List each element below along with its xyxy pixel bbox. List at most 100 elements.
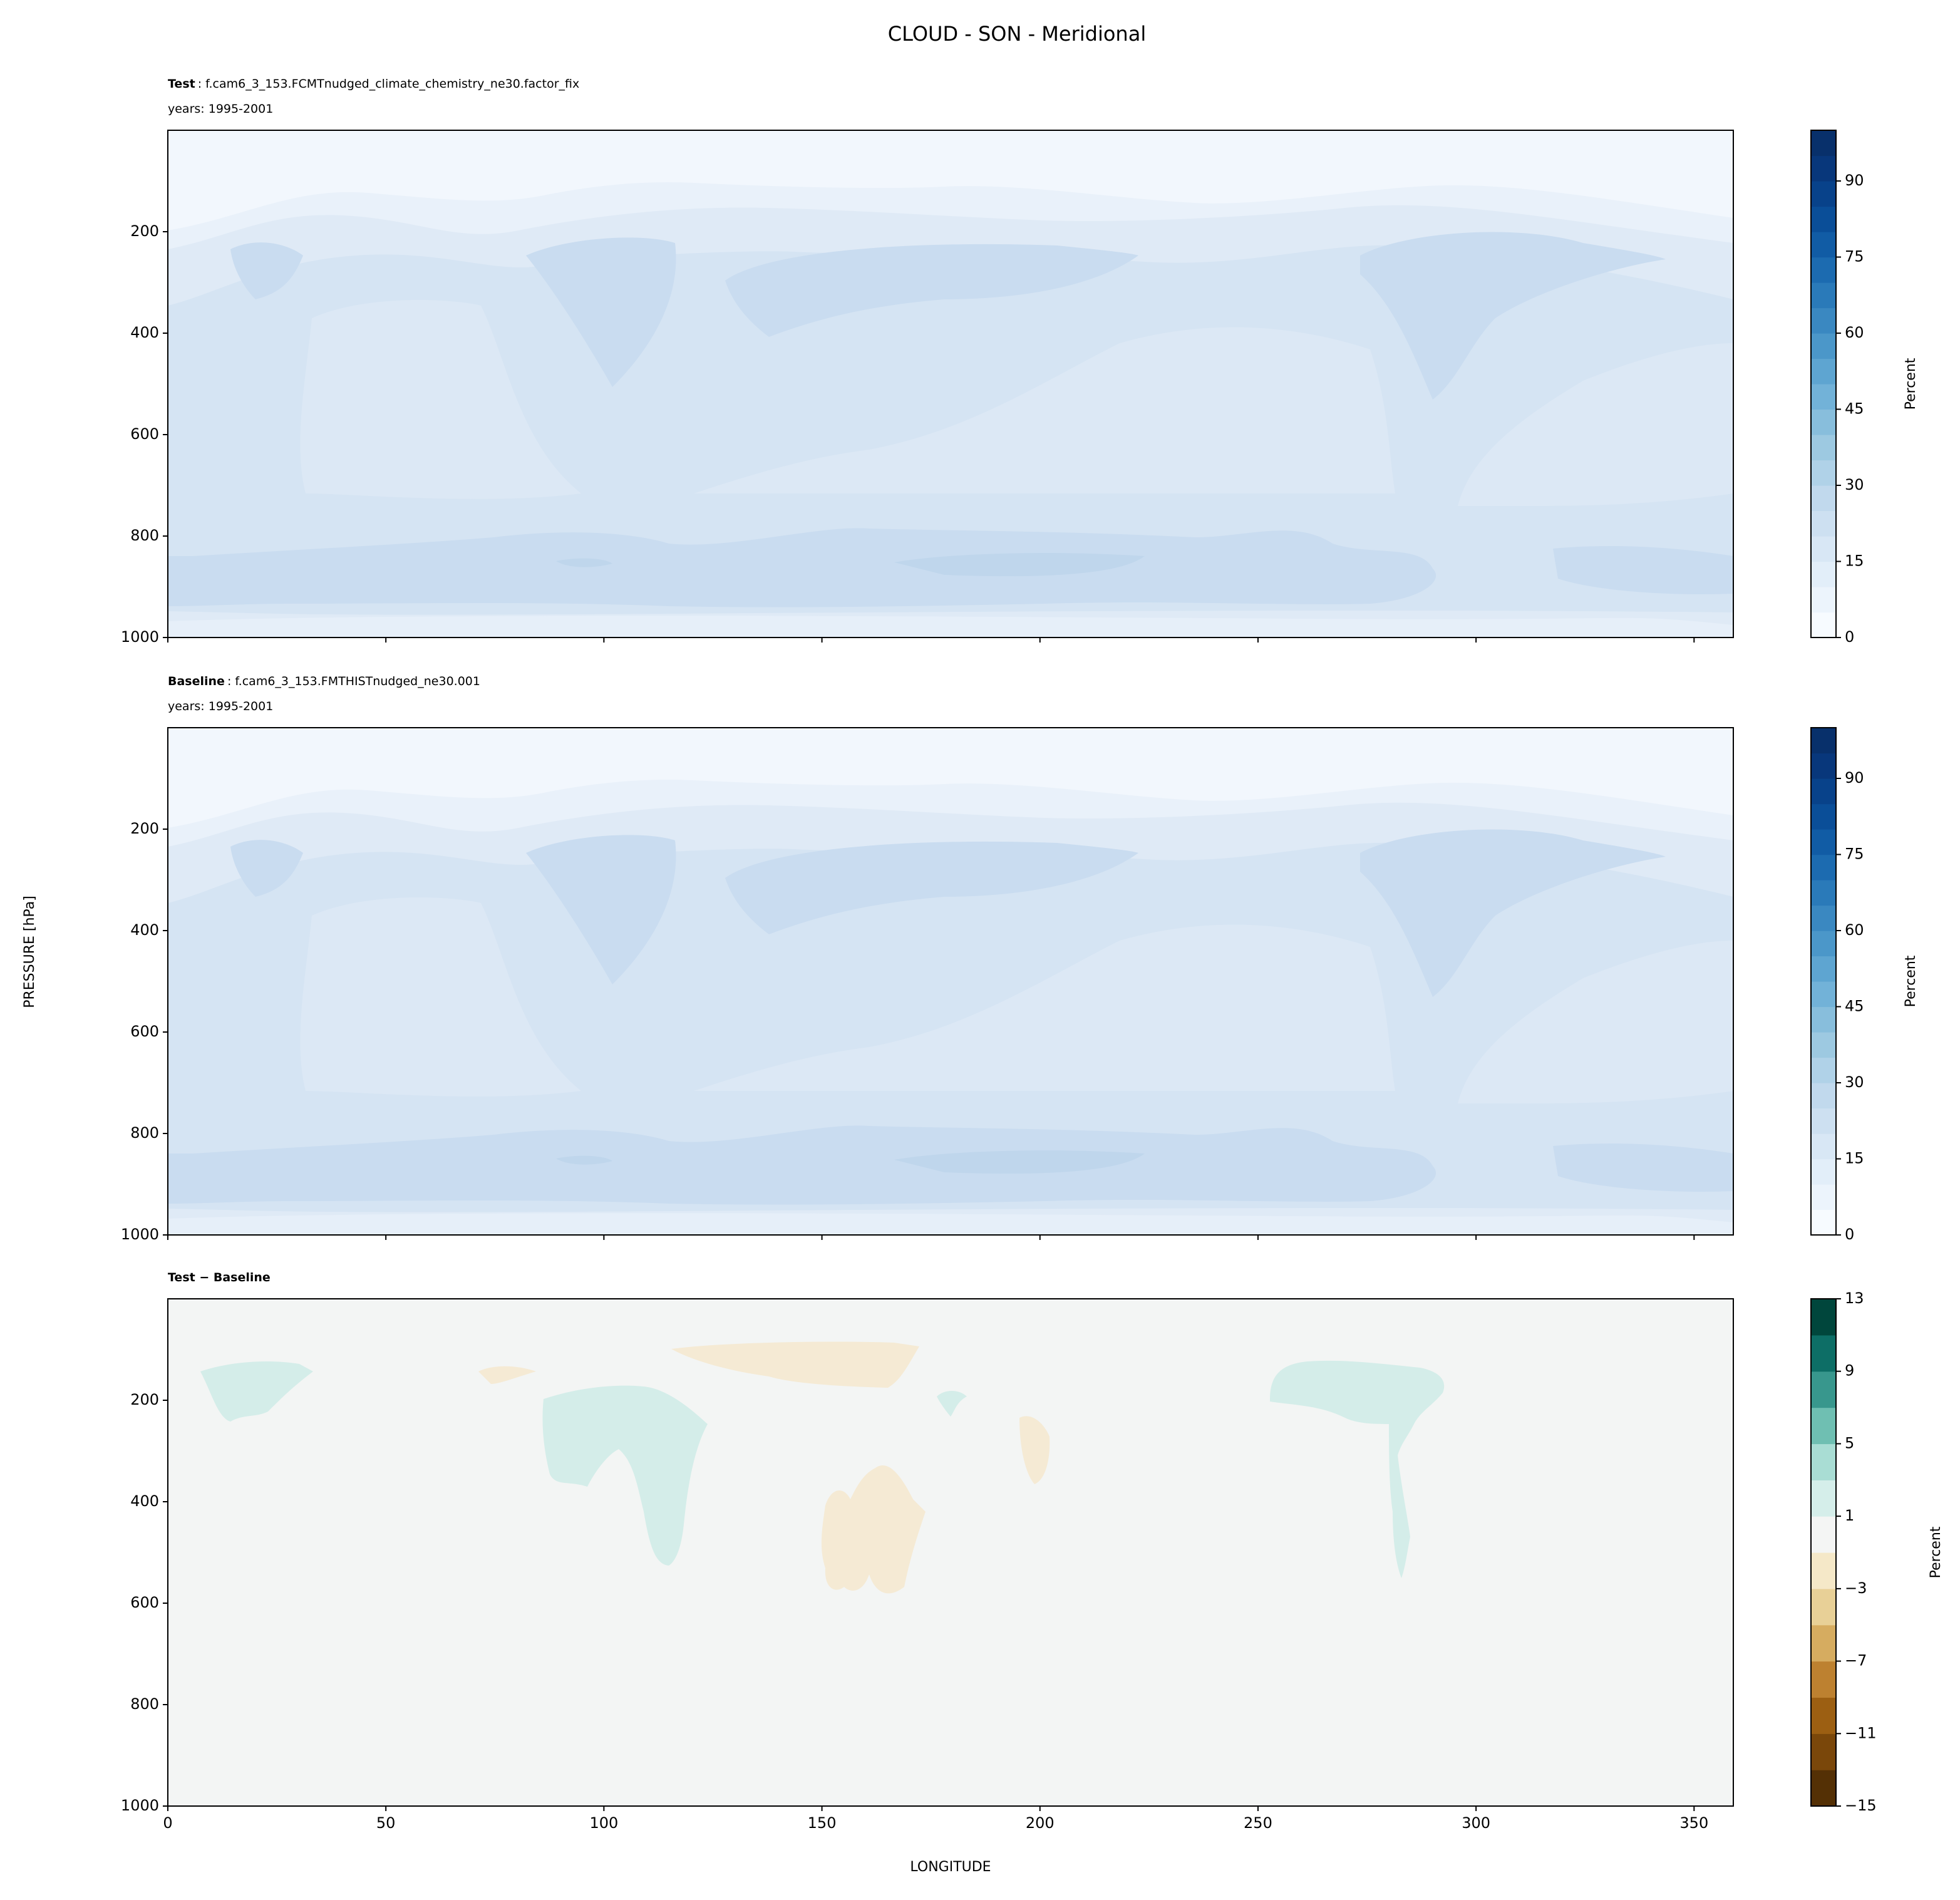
y-tick-label: 200: [130, 820, 159, 837]
colorbar-band: [1811, 1209, 1836, 1236]
colorbar-band: [1811, 1184, 1836, 1211]
colorbar-tick-label: 5: [1845, 1434, 1854, 1452]
colorbar-tick-label: −7: [1845, 1652, 1867, 1670]
colorbar-band: [1811, 981, 1836, 1008]
colorbar-band: [1811, 1407, 1836, 1445]
panel-title-bold: Test − Baseline: [168, 1271, 271, 1284]
y-tick-label: 800: [130, 1695, 159, 1713]
colorbar-band: [1811, 435, 1836, 461]
colorbar-band: [1811, 1661, 1836, 1698]
colorbar-tick-label: 60: [1845, 324, 1864, 341]
colorbar-band: [1811, 561, 1836, 587]
colorbar-band: [1811, 1057, 1836, 1083]
x-tick-label: 200: [1026, 1814, 1055, 1832]
panel-title-text: : f.cam6_3_153.FMTHISTnudged_ne30.001: [227, 674, 480, 688]
colorbar-band: [1811, 232, 1836, 258]
colorbar-tick-label: 75: [1845, 845, 1864, 863]
panel-title: Test − Baseline: [168, 1271, 271, 1284]
colorbar-band: [1811, 181, 1836, 207]
colorbar-band: [1811, 206, 1836, 232]
colorbar-band: [1811, 854, 1836, 880]
colorbar-band: [1811, 1371, 1836, 1408]
contour-fill: [168, 728, 1733, 1235]
y-tick-label: 1000: [121, 1226, 159, 1243]
colorbar-band: [1811, 1159, 1836, 1185]
y-tick-label: 600: [130, 425, 159, 443]
colorbar-tick-label: 45: [1845, 998, 1864, 1015]
colorbar-tick-label: 30: [1845, 1073, 1864, 1091]
colorbar-band: [1811, 956, 1836, 982]
colorbar-label: Percent: [1903, 358, 1919, 410]
colorbar-band: [1811, 1083, 1836, 1109]
plot-frame: [167, 1298, 1734, 1807]
panel-title-bold: Baseline: [168, 674, 225, 688]
x-tick-label: 100: [589, 1814, 618, 1832]
y-tick-label: 1000: [121, 628, 159, 646]
colorbar-band: [1811, 1733, 1836, 1770]
y-tick-label: 400: [130, 921, 159, 939]
colorbar-band: [1811, 510, 1836, 537]
colorbar-band: [1811, 829, 1836, 855]
y-tick-label: 200: [130, 222, 159, 240]
colorbar-tick-label: 15: [1845, 552, 1864, 570]
colorbar-tick-label: −3: [1845, 1579, 1867, 1597]
colorbar-band: [1811, 1588, 1836, 1626]
colorbar-band: [1811, 1133, 1836, 1160]
colorbar-band: [1811, 778, 1836, 805]
panel-subtitle: years: 1995-2001: [168, 700, 273, 713]
colorbar-band: [1811, 1299, 1836, 1336]
y-tick-label: 1000: [121, 1797, 159, 1814]
colorbar-band: [1811, 130, 1836, 157]
colorbar-band: [1811, 931, 1836, 957]
colorbar-band: [1811, 358, 1836, 385]
plot-frame: [167, 727, 1734, 1236]
y-tick-label: 800: [130, 1124, 159, 1142]
colorbar-band: [1811, 880, 1836, 906]
colorbar-band: [1811, 257, 1836, 283]
colorbar-tick-label: 90: [1845, 172, 1864, 189]
colorbar-band: [1811, 803, 1836, 830]
y-tick-label: 600: [130, 1594, 159, 1611]
colorbar-tick-label: 45: [1845, 400, 1864, 418]
panel-title-bold: Test: [168, 77, 195, 91]
colorbar-band: [1811, 282, 1836, 309]
colorbar-band: [1811, 307, 1836, 334]
y-tick-label: 600: [130, 1023, 159, 1040]
colorbar-band: [1811, 1006, 1836, 1033]
panel-subtitle: years: 1995-2001: [168, 102, 273, 116]
colorbar-label: Percent: [1928, 1526, 1944, 1578]
colorbar-band: [1811, 728, 1836, 754]
colorbar-tick-label: 13: [1845, 1289, 1864, 1307]
x-tick-label: 0: [163, 1814, 172, 1832]
panel-title-text: : f.cam6_3_153.FCMTnudged_climate_chemis…: [198, 77, 580, 91]
colorbar-band: [1811, 905, 1836, 931]
colorbar-band: [1811, 753, 1836, 779]
colorbar-frame: [1810, 727, 1837, 1236]
colorbar-frame: [1810, 130, 1837, 638]
contour-fill: [168, 130, 1733, 638]
colorbar-label: Percent: [1903, 955, 1919, 1007]
colorbar-band: [1811, 1335, 1836, 1372]
colorbar-band: [1811, 536, 1836, 562]
colorbar-tick-label: −15: [1845, 1797, 1877, 1814]
colorbar-band: [1811, 1480, 1836, 1517]
colorbar-band: [1811, 333, 1836, 359]
colorbar-tick-label: 90: [1845, 769, 1864, 787]
x-tick-label: 350: [1679, 1814, 1708, 1832]
colorbar-band: [1811, 460, 1836, 486]
contour-fill: [168, 1299, 1733, 1806]
colorbar-band: [1811, 1624, 1836, 1662]
colorbar-band: [1811, 1108, 1836, 1134]
figure-title: CLOUD - SON - Meridional: [888, 22, 1146, 46]
y-tick-label: 400: [130, 1492, 159, 1510]
colorbar-band: [1811, 409, 1836, 435]
colorbar-tick-label: 1: [1845, 1507, 1854, 1524]
colorbar-tick-label: 75: [1845, 248, 1864, 266]
colorbar-band: [1811, 1516, 1836, 1553]
colorbar-band: [1811, 384, 1836, 410]
y-tick-label: 400: [130, 324, 159, 341]
x-tick-label: 300: [1462, 1814, 1490, 1832]
colorbar-band: [1811, 485, 1836, 512]
